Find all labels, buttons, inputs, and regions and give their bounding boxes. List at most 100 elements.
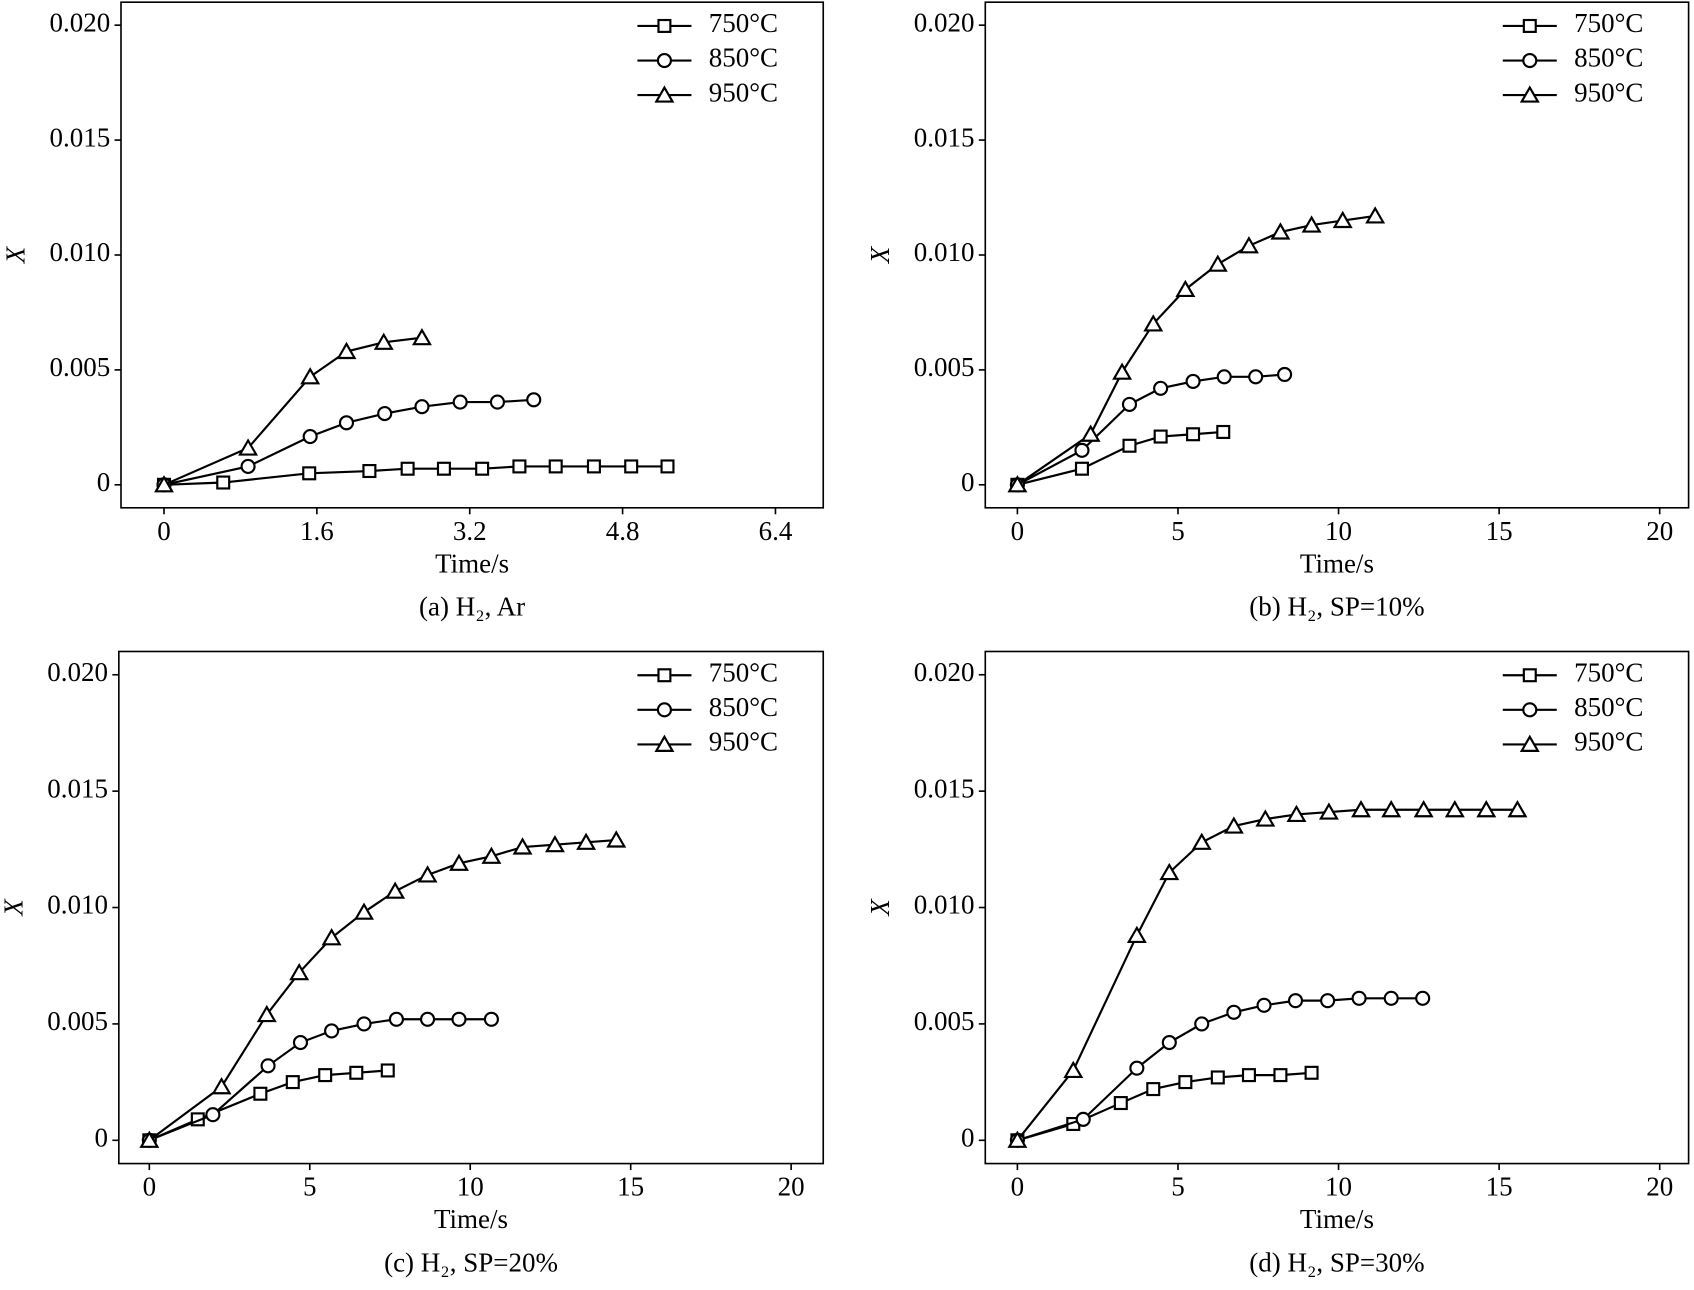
marker — [544, 834, 565, 853]
x-tick-label: 0 — [1011, 1172, 1024, 1202]
marker — [1194, 1016, 1210, 1032]
data-line — [148, 1069, 388, 1142]
x-tick-label: 5 — [1171, 1172, 1185, 1202]
y-tick-label: 0.005 — [914, 352, 975, 382]
legend-marker — [1522, 702, 1538, 718]
data-line — [148, 838, 617, 1142]
legend-marker — [1522, 668, 1537, 683]
marker — [417, 865, 438, 883]
x-tick-label: 4.8 — [606, 516, 640, 546]
y-tick-label: 0.015 — [47, 773, 108, 803]
marker — [489, 394, 505, 410]
marker — [1270, 222, 1291, 240]
data-line — [148, 1018, 492, 1142]
marker — [1256, 997, 1272, 1013]
marker — [1318, 802, 1339, 820]
y-tick-label: 0.010 — [47, 890, 108, 920]
marker — [318, 1068, 333, 1083]
marker — [1191, 832, 1212, 850]
legend-marker — [654, 734, 675, 752]
marker — [419, 1011, 436, 1027]
marker — [1007, 475, 1028, 493]
data-line — [1017, 1071, 1312, 1142]
marker — [354, 902, 374, 920]
marker — [1301, 215, 1322, 233]
x-tick-label: 0 — [1011, 516, 1024, 546]
marker — [449, 853, 469, 871]
marker — [302, 466, 317, 481]
marker — [1112, 362, 1133, 380]
marker — [1223, 816, 1244, 834]
marker — [1241, 1068, 1256, 1083]
marker — [356, 1016, 372, 1032]
legend-label: 750°C — [709, 657, 778, 687]
marker — [1216, 369, 1232, 385]
marker — [385, 881, 406, 899]
x-tick-label: 5 — [1171, 516, 1185, 546]
marker — [1207, 254, 1228, 272]
y-tick-label: 0 — [961, 467, 974, 497]
marker — [1178, 1075, 1193, 1090]
marker — [576, 832, 597, 850]
marker — [1210, 1070, 1225, 1085]
x-tick-label: 20 — [778, 1172, 805, 1202]
marker — [321, 928, 342, 946]
legend-label: 850°C — [1574, 692, 1643, 722]
y-tick-label: 0 — [961, 1122, 974, 1152]
chart-title: (b) H₂, SP=10% — [1249, 592, 1424, 622]
marker — [452, 394, 468, 410]
marker — [1320, 993, 1336, 1009]
legend-marker — [656, 52, 672, 69]
marker — [1161, 1034, 1177, 1051]
marker — [1507, 800, 1528, 818]
marker — [1185, 373, 1201, 389]
marker — [253, 1086, 268, 1101]
marker — [1063, 1060, 1084, 1079]
y-tick-label: 0 — [97, 467, 110, 497]
marker — [483, 1011, 499, 1027]
marker — [1175, 279, 1196, 298]
marker — [205, 1107, 221, 1123]
marker — [1146, 1082, 1161, 1097]
data-line — [1016, 808, 1518, 1141]
marker — [526, 392, 542, 408]
marker — [336, 341, 357, 360]
marker — [1153, 429, 1168, 444]
marker — [380, 1063, 395, 1078]
marker — [1080, 424, 1101, 442]
legend-label: 950°C — [1574, 77, 1643, 107]
marker — [1129, 1060, 1145, 1076]
marker — [1216, 424, 1231, 439]
legend-label: 850°C — [709, 692, 778, 722]
marker — [349, 1065, 364, 1080]
marker — [238, 438, 259, 456]
chart-title: (d) H₂, SP=30% — [1249, 1247, 1424, 1277]
x-tick-label: 5 — [303, 1172, 317, 1202]
data-line — [1016, 373, 1285, 486]
y-tick-label: 0.020 — [49, 7, 110, 37]
y-tick-label: 0.010 — [914, 237, 975, 267]
y-tick-label: 0.010 — [914, 890, 975, 920]
marker — [256, 1004, 277, 1023]
marker — [1074, 461, 1089, 476]
marker — [481, 846, 502, 864]
legend-marker — [657, 668, 672, 683]
x-axis-label: Time/s — [1300, 548, 1374, 578]
x-tick-label: 0 — [157, 516, 171, 546]
x-axis-label: Time/s — [434, 1204, 508, 1234]
marker — [324, 1023, 340, 1039]
marker — [1304, 1065, 1319, 1080]
marker — [1255, 809, 1276, 827]
marker — [388, 1011, 404, 1027]
marker — [1476, 800, 1497, 818]
x-tick-label: 15 — [617, 1172, 644, 1202]
marker — [300, 367, 321, 385]
x-axis-label: Time/s — [1300, 1204, 1374, 1234]
marker — [1332, 210, 1353, 229]
marker — [1277, 366, 1293, 383]
x-tick-label: 0 — [143, 1172, 156, 1202]
marker — [512, 459, 527, 474]
marker — [1226, 1004, 1242, 1020]
chart-title: (a) H₂, Ar — [419, 592, 525, 622]
